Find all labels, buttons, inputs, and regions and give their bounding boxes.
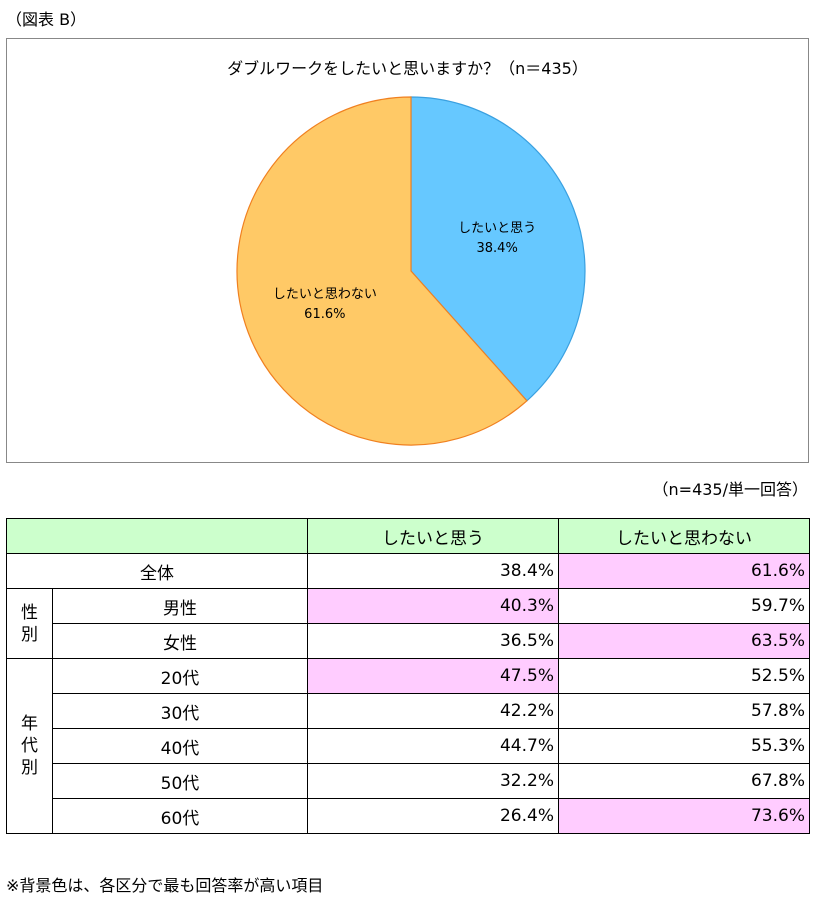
figure-label: （図表 B） xyxy=(6,10,87,29)
value-cell: 55.3% xyxy=(558,728,810,764)
value-cell: 73.6% xyxy=(558,798,810,834)
table-header-row: したいと思う したいと思わない xyxy=(6,518,810,554)
table-row: 性別 男性 40.3% 59.7% xyxy=(6,588,810,659)
table-row: 年代別 20代 47.5% 52.5% xyxy=(6,658,810,834)
result-table: したいと思う したいと思わない 全体 38.4% 61.6% 性別 男性 40.3% 59.… xyxy=(6,518,810,834)
slice-value-label: 61.6% xyxy=(304,307,345,322)
row-label: 女性 xyxy=(52,623,308,659)
table-row: 女性 36.5% 63.5% xyxy=(7,623,810,659)
value-cell: 59.7% xyxy=(558,588,810,624)
value-cell: 47.5% xyxy=(307,658,559,694)
row-label: 50代 xyxy=(52,763,308,799)
value-cell: 52.5% xyxy=(558,658,810,694)
row-label: 40代 xyxy=(52,728,308,764)
value-cell: 63.5% xyxy=(558,623,810,659)
table-row: 60代 26.4% 73.6% xyxy=(7,798,810,834)
value-cell: 36.5% xyxy=(307,623,559,659)
pie-slice xyxy=(236,96,528,446)
value-cell: 61.6% xyxy=(558,553,810,589)
value-cell: 32.2% xyxy=(307,763,559,799)
group-label: 性別 xyxy=(6,588,53,659)
header-want-to: したいと思う xyxy=(307,518,559,554)
pie-chart: したいと思う 38.4% したいと思わない 61.6% xyxy=(236,96,586,446)
row-label: 男性 xyxy=(52,588,308,624)
sample-note: （n=435/単一回答） xyxy=(652,480,808,499)
value-cell: 44.7% xyxy=(307,728,559,764)
slice-label: したいと思わない xyxy=(273,287,377,302)
group-label-text: 性別 xyxy=(21,602,38,645)
value-cell: 67.8% xyxy=(558,763,810,799)
table-row-overall: 全体 38.4% 61.6% xyxy=(6,553,810,589)
row-label: 全体 xyxy=(6,553,308,589)
slice-label: したいと思う xyxy=(458,221,536,236)
value-cell: 57.8% xyxy=(558,693,810,729)
group-label-text: 年代別 xyxy=(21,714,38,778)
value-cell: 42.2% xyxy=(307,693,559,729)
header-not-want-to: したいと思わない xyxy=(558,518,810,554)
table-row: 40代 44.7% 55.3% xyxy=(7,728,810,764)
group-label: 年代別 xyxy=(6,658,53,834)
pie-chart-panel: ダブルワークをしたいと思いますか？（n＝435） したいと思う 38.4% したいと… xyxy=(6,38,809,463)
row-label: 30代 xyxy=(52,693,308,729)
table-row: 50代 32.2% 67.8% xyxy=(7,763,810,799)
pie-slice xyxy=(410,96,586,402)
footnote: ※背景色は、各区分で最も回答率が高い項目 xyxy=(6,876,324,895)
value-cell: 38.4% xyxy=(307,553,559,589)
slice-value-label: 38.4% xyxy=(477,241,518,256)
value-cell: 26.4% xyxy=(307,798,559,834)
table-row: 30代 42.2% 57.8% xyxy=(7,693,810,729)
header-blank-cell xyxy=(6,518,308,554)
row-label: 60代 xyxy=(52,798,308,834)
row-label: 20代 xyxy=(52,658,308,694)
value-cell: 40.3% xyxy=(307,588,559,624)
chart-title: ダブルワークをしたいと思いますか？（n＝435） xyxy=(227,59,588,78)
